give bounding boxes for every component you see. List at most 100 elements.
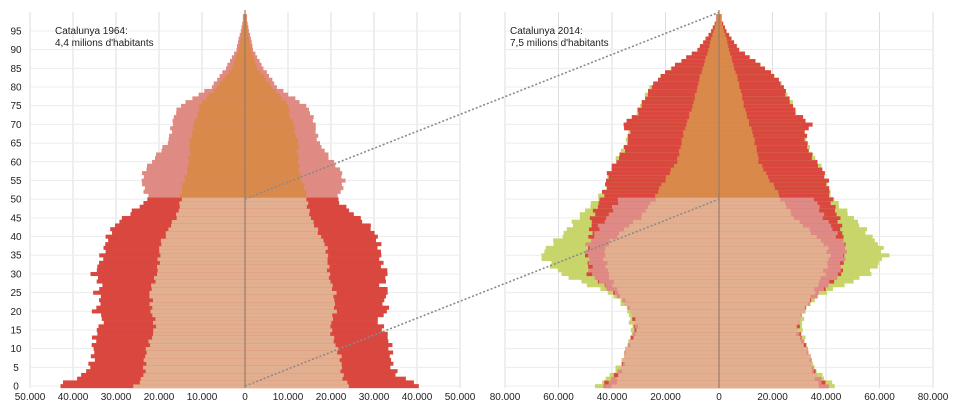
bar-female-age-17 <box>719 320 799 325</box>
bar-male-age-73 <box>689 111 719 116</box>
bar-female-age-62 <box>245 152 299 157</box>
y-tick-label: 0 <box>13 382 19 393</box>
bar-female-age-67 <box>245 133 296 138</box>
bar-male-age-36 <box>159 249 245 254</box>
bar-female-age-14 <box>719 331 797 336</box>
bar-male-age-40 <box>617 234 719 239</box>
bar-male-age-46 <box>176 212 245 217</box>
bar-male-age-84 <box>665 70 719 75</box>
x-tick-label: 10.000 <box>273 392 304 403</box>
bar-male-age-2 <box>616 376 719 381</box>
bar-male-age-23 <box>625 298 719 303</box>
bar-female-age-74 <box>719 107 796 112</box>
bar-male-age-32 <box>156 264 245 269</box>
bar-male-age-22 <box>149 301 245 306</box>
bar-male-age-13 <box>152 335 245 340</box>
bar-female-age-14 <box>245 331 331 336</box>
bar-male-age-18 <box>635 316 719 321</box>
y-tick-label: 10 <box>10 344 22 355</box>
bar-female-age-59 <box>245 163 300 168</box>
bar-male-age-82 <box>657 77 719 82</box>
bar-female-age-95 <box>245 29 248 34</box>
bar-male-age-98 <box>716 17 719 22</box>
bar-female-age-35 <box>245 253 329 258</box>
bar-male-age-67 <box>627 133 719 138</box>
bar-male-age-11 <box>630 343 719 348</box>
bar-female-age-16 <box>719 324 797 329</box>
bar-male-age-90 <box>238 47 245 52</box>
bar-male-age-52 <box>658 189 719 194</box>
bar-female-age-68 <box>245 130 295 135</box>
bar-female-age-63 <box>245 148 298 153</box>
bar-female-age-79 <box>719 88 786 93</box>
bar-female-age-53 <box>719 186 775 191</box>
bar-female-age-5 <box>245 365 342 370</box>
bar-female-age-5 <box>719 365 812 370</box>
bar-female-age-98 <box>719 17 722 22</box>
bar-female-age-84 <box>245 70 261 75</box>
bar-male-age-99 <box>243 14 245 19</box>
bar-male-age-81 <box>698 81 719 86</box>
bar-male-age-91 <box>239 44 245 49</box>
bar-female-age-69 <box>719 126 752 131</box>
bar-female-age-47 <box>245 208 310 213</box>
bar-male-age-74 <box>199 107 245 112</box>
bar-female-age-1 <box>719 380 819 385</box>
bar-female-age-13 <box>245 335 335 340</box>
bar-female-age-24 <box>245 294 334 299</box>
bar-male-age-59 <box>187 163 245 168</box>
bar-male-age-68 <box>191 130 245 135</box>
bar-male-age-8 <box>145 354 245 359</box>
bar-male-age-49 <box>650 201 719 206</box>
bar-male-age-21 <box>629 305 719 310</box>
bar-male-age-72 <box>689 115 719 120</box>
bar-male-age-56 <box>608 174 719 179</box>
bar-male-age-14 <box>635 331 719 336</box>
bar-female-age-61 <box>719 156 812 161</box>
bar-female-age-63 <box>719 148 809 153</box>
bar-female-age-86 <box>719 62 761 67</box>
bar-male-age-80 <box>651 85 719 90</box>
bar-male-age-82 <box>699 77 719 82</box>
bar-female-age-19 <box>245 313 333 318</box>
bar-female-age-10 <box>719 346 808 351</box>
bar-female-age-93 <box>719 36 727 41</box>
bar-female-age-39 <box>719 238 821 243</box>
bar-male-age-85 <box>702 66 719 71</box>
y-tick-label: 60 <box>10 157 22 168</box>
bar-female-age-36 <box>719 249 827 254</box>
bar-male-age-69 <box>624 126 719 131</box>
bar-male-age-21 <box>152 305 245 310</box>
bar-female-age-49 <box>245 201 309 206</box>
bar-female-age-33 <box>245 260 328 265</box>
bar-female-age-83 <box>719 73 738 79</box>
bar-male-age-26 <box>151 286 245 292</box>
bar-female-age-88 <box>719 55 750 60</box>
bar-male-age-43 <box>629 223 719 228</box>
bar-female-age-77 <box>719 96 790 101</box>
bar-male-age-6 <box>624 361 719 366</box>
bar-female-age-93 <box>245 36 250 41</box>
bar-female-age-88 <box>719 55 732 60</box>
bar-male-age-23 <box>152 298 245 303</box>
bar-male-age-71 <box>687 118 719 123</box>
x-tick-label: 40.000 <box>811 392 842 403</box>
bar-male-age-65 <box>189 141 245 146</box>
bar-male-age-16 <box>156 324 245 329</box>
bar-female-age-39 <box>245 238 324 243</box>
bar-female-age-12 <box>719 339 801 344</box>
bar-male-age-7 <box>143 357 245 363</box>
bar-female-age-13 <box>719 335 801 340</box>
bar-female-age-90 <box>719 47 740 52</box>
bar-male-age-61 <box>187 156 245 161</box>
bar-male-age-43 <box>171 223 245 228</box>
axes: 50.000 40.000 30.000 20.000 10.000 0 10.000 20.… <box>10 10 949 403</box>
bar-female-age-23 <box>719 298 810 303</box>
bar-female-age-26 <box>245 286 332 292</box>
bar-female-age-36 <box>245 249 326 254</box>
bar-male-age-80 <box>697 85 719 90</box>
x-tick-label: 20.000 <box>144 392 175 403</box>
y-tick-label: 50 <box>10 195 22 206</box>
bar-female-age-24 <box>719 294 811 299</box>
